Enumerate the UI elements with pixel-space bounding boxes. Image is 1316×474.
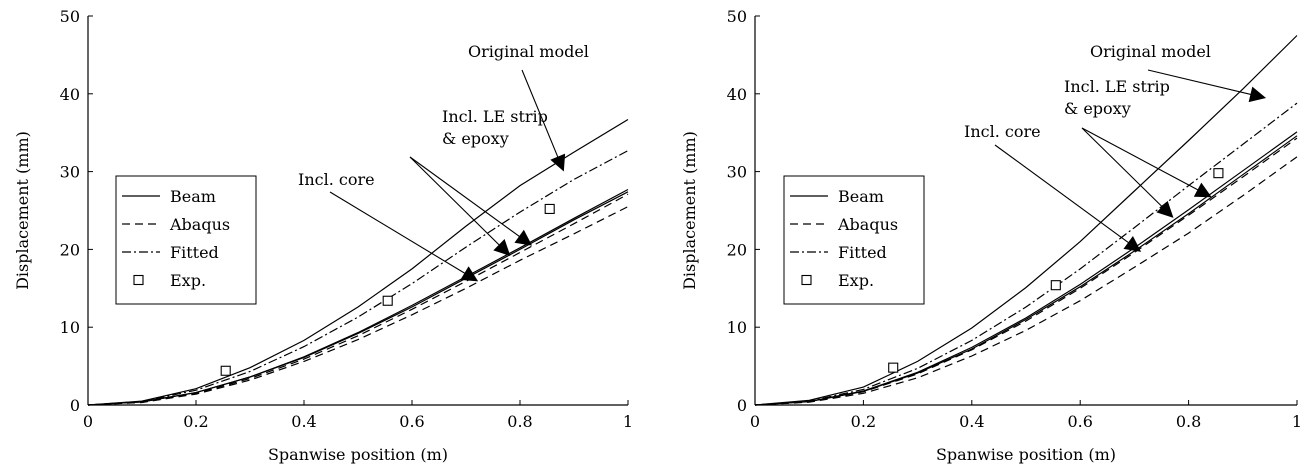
legend-label: Beam [838,187,884,206]
legend: Beam Abaqus Fitted Exp. [783,175,925,305]
legend-label: Fitted [838,243,887,262]
annotation-label: Original model [1090,42,1211,61]
x-tick-label: 1 [623,412,633,431]
annotation-label: & epoxy [442,129,509,148]
x-axis-label: Spanwise position (m) [268,445,448,464]
x-tick-label: 0 [83,412,93,431]
annotation-arrow [1081,127,1212,198]
annotation-label: Incl. core [298,170,375,189]
x-tick-label: 0.6 [399,412,424,431]
annotation-label: Incl. LE strip [1064,77,1170,96]
exp-point [382,295,393,306]
y-tick-label: 10 [60,318,80,337]
legend-label: Fitted [170,243,219,262]
x-tick-label: 0.2 [851,412,876,431]
series-line-abaqus [754,156,1298,406]
legend-label: Abaqus [169,215,230,234]
x-axis-label: Spanwise position (m) [936,445,1116,464]
annotation-arrow [521,69,566,172]
series-line-beam [754,35,1298,406]
annotation-label: & epoxy [1064,99,1131,118]
y-tick-label: 30 [60,163,80,182]
y-axis-label: Displacement (mm) [13,131,32,290]
y-tick-label: 50 [60,7,80,26]
x-tick-label: 0.6 [1067,412,1092,431]
x-tick-label: 0.8 [507,412,532,431]
annotation-arrow [409,156,533,246]
y-axis-label: Displacement (mm) [680,131,699,290]
y-tick-label: 0 [70,396,80,415]
x-tick-label: 0 [750,412,760,431]
legend: Beam Abaqus Fitted Exp. [115,175,257,305]
legend-label: Abaqus [837,215,898,234]
annotation-arrow [1147,69,1267,103]
annotation-arrow [1081,127,1174,218]
exp-point [220,365,231,376]
series-line-abaqus [87,193,629,406]
y-tick-label: 0 [737,396,747,415]
x-tick-label: 0.8 [1176,412,1201,431]
series-line-beam [87,191,629,406]
y-tick-label: 30 [727,163,747,182]
annotation-label: Incl. core [964,122,1041,141]
series-line-beam [754,135,1298,406]
legend-label: Exp. [838,271,874,290]
series-line-fitted [87,150,629,406]
legend-marker-exp [801,274,812,286]
y-tick-label: 10 [727,318,747,337]
series-line-fitted [754,102,1298,406]
y-tick-label: 20 [60,240,80,259]
x-tick-label: 0.4 [291,412,316,431]
x-tick-label: 1 [1292,412,1302,431]
y-tick-label: 40 [727,85,747,104]
exp-point [888,362,899,373]
series-line-abaqus [87,206,629,406]
legend-label: Beam [170,187,216,206]
annotation-arrow [409,156,511,256]
annotation-arrow [329,191,479,282]
exp-point [544,203,555,214]
y-tick-label: 50 [727,7,747,26]
y-tick-label: 40 [60,85,80,104]
annotation-label: Incl. LE strip [442,107,548,126]
x-tick-label: 0.2 [183,412,208,431]
annotation-label: Original model [468,42,589,61]
annotation-arrow [994,144,1142,252]
legend-label: Exp. [170,271,206,290]
y-tick-label: 20 [727,240,747,259]
legend-marker-exp [133,274,144,286]
exp-point [1213,168,1224,179]
series-line-beam [87,118,629,406]
exp-point [1050,280,1061,291]
x-tick-label: 0.4 [959,412,984,431]
